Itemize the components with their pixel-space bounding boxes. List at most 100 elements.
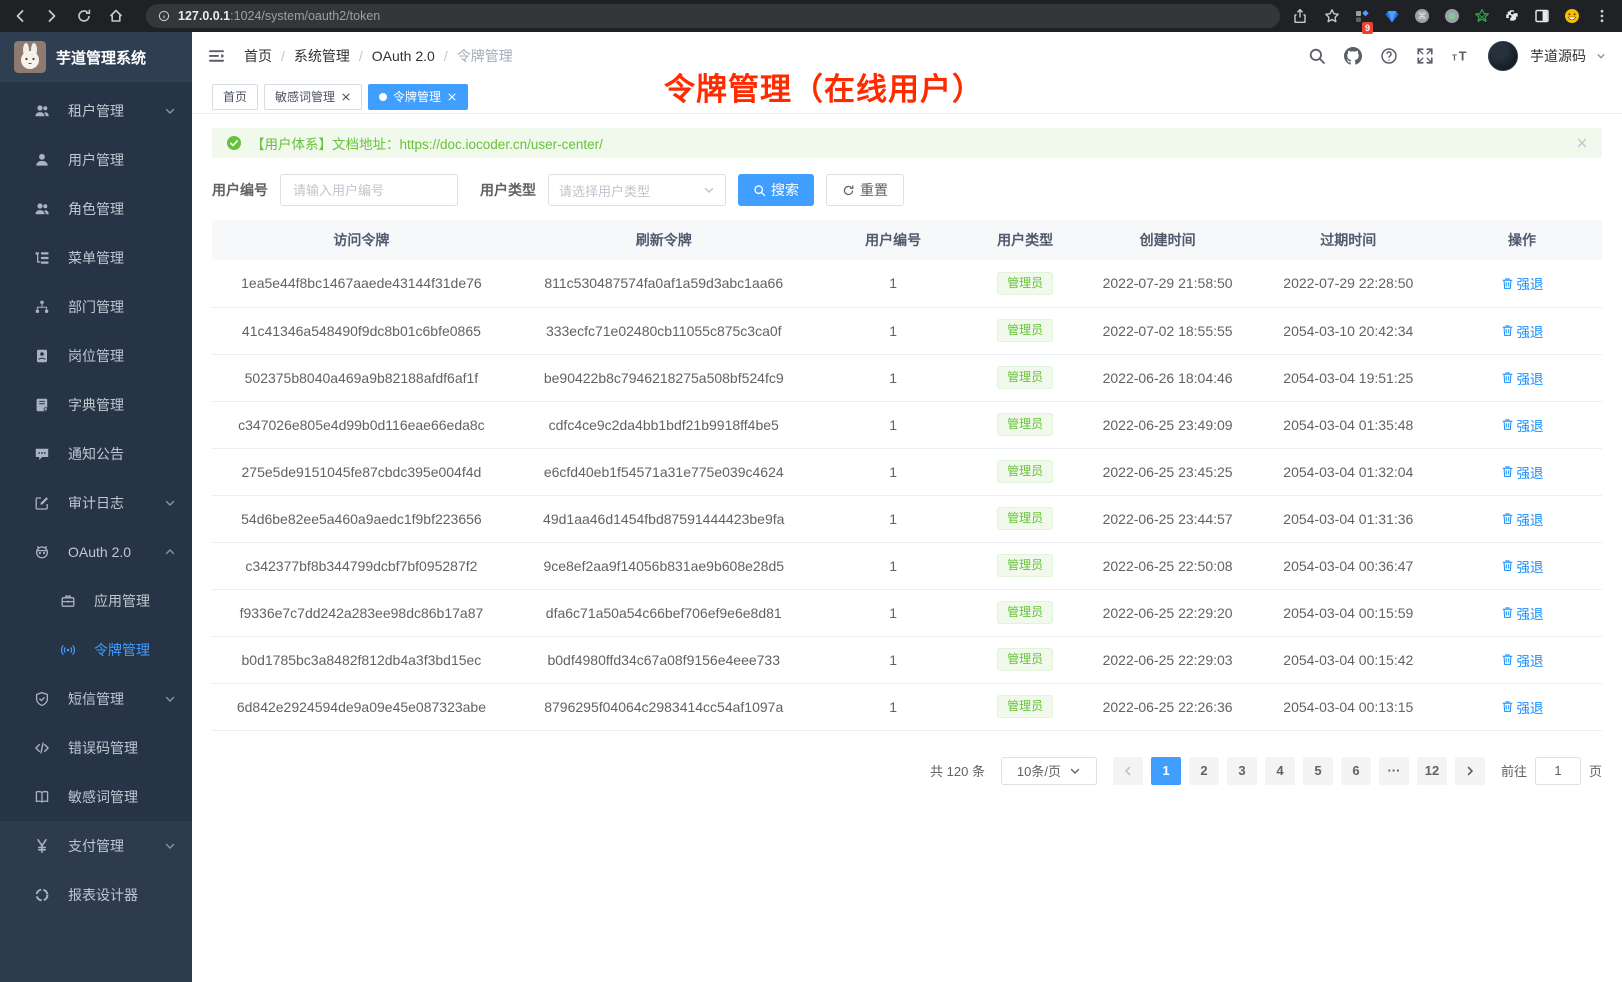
collapse-sidebar-icon[interactable] <box>208 47 226 65</box>
sidebar-item[interactable]: 岗位管理 <box>0 331 192 380</box>
user-avatar[interactable] <box>1488 41 1518 71</box>
page-number-button[interactable]: 5 <box>1302 756 1333 785</box>
tab[interactable]: 敏感词管理 <box>264 83 363 110</box>
puzzle-icon[interactable] <box>1504 8 1520 24</box>
sidebar-item[interactable]: 部门管理 <box>0 282 192 331</box>
sidebar-item[interactable]: 审计日志 <box>0 478 192 527</box>
trash-icon <box>1501 559 1514 572</box>
refresh-token-cell: b0df4980ffd34c67a08f9156e4eee733 <box>510 636 817 684</box>
gem-icon[interactable] <box>1384 8 1400 24</box>
caret-down-icon[interactable] <box>1596 51 1606 61</box>
reset-button[interactable]: 重置 <box>826 174 904 206</box>
sidebar-item[interactable]: 敏感词管理 <box>0 772 192 821</box>
close-icon[interactable] <box>447 92 457 102</box>
sidebar-item-label: 菜单管理 <box>68 249 124 266</box>
action-cell: 强退 <box>1442 354 1602 402</box>
page-number-button[interactable]: 12 <box>1416 756 1447 785</box>
alert-doc-link[interactable]: https://doc.iocoder.cn/user-center/ <box>399 137 603 152</box>
sidebar-item[interactable]: 字典管理 <box>0 380 192 429</box>
next-page-button[interactable] <box>1454 756 1485 785</box>
prev-page-button[interactable] <box>1112 756 1143 785</box>
force-logout-button[interactable]: 强退 <box>1501 415 1544 435</box>
breadcrumb-item[interactable]: 系统管理 <box>294 46 372 66</box>
sidebar-item[interactable]: 租户管理 <box>0 86 192 135</box>
page-number-button[interactable]: 3 <box>1226 756 1257 785</box>
info-icon[interactable] <box>158 10 170 22</box>
reload-icon[interactable] <box>76 8 92 24</box>
force-logout-button[interactable]: 强退 <box>1501 697 1544 717</box>
url-text: 127.0.0.1:1024/system/oauth2/token <box>178 9 380 23</box>
sidebar-item[interactable]: 通知公告 <box>0 429 192 478</box>
force-logout-label: 强退 <box>1516 653 1544 669</box>
page-number-button[interactable]: ··· <box>1378 756 1409 785</box>
page-number-button[interactable]: 1 <box>1150 756 1181 785</box>
sidebar-item[interactable]: 报表设计器 <box>0 870 192 919</box>
table-row: 6d842e2924594de9a09e45e087323abe 8796295… <box>212 683 1602 731</box>
trash-icon <box>1501 700 1514 713</box>
page-number-button[interactable]: 2 <box>1188 756 1219 785</box>
record-circle-icon[interactable] <box>1444 8 1460 24</box>
breadcrumb-item[interactable]: 令牌管理 <box>456 48 513 64</box>
kebab-menu-icon[interactable] <box>1594 8 1610 24</box>
forward-icon[interactable] <box>44 8 60 24</box>
chevron-down-icon <box>1069 765 1081 777</box>
close-icon[interactable] <box>341 92 351 102</box>
sidebar-item[interactable]: OAuth 2.0 <box>0 527 192 576</box>
check-circle-icon <box>226 135 242 151</box>
created-time-cell: 2022-06-25 22:26:36 <box>1080 683 1255 731</box>
force-logout-button[interactable]: 强退 <box>1501 368 1544 388</box>
tab[interactable]: 首页 <box>212 83 259 110</box>
sms-shield-icon <box>34 691 50 707</box>
search-icon[interactable] <box>1308 47 1326 65</box>
github-icon[interactable] <box>1344 47 1362 65</box>
alert-close-icon[interactable] <box>1576 137 1588 149</box>
command-circle-icon[interactable]: ⌘ <box>1414 8 1430 24</box>
trash-icon <box>1501 465 1514 478</box>
sidebar-item-label: OAuth 2.0 <box>68 543 132 560</box>
refresh-token-cell: dfa6c71a50a54c66bef706ef9e6e8d81 <box>510 589 817 637</box>
smiley-icon[interactable] <box>1564 8 1580 24</box>
table-row: f9336e7c7dd242a283ee98dc86b17a87 dfa6c71… <box>212 589 1602 637</box>
star-icon[interactable] <box>1324 8 1340 24</box>
sidebar-item[interactable]: 用户管理 <box>0 135 192 184</box>
help-icon[interactable] <box>1380 47 1398 65</box>
force-logout-button[interactable]: 强退 <box>1501 321 1544 341</box>
force-logout-button[interactable]: 强退 <box>1501 603 1544 623</box>
breadcrumb-item[interactable]: OAuth 2.0 <box>372 48 457 64</box>
fullscreen-icon[interactable] <box>1416 47 1434 65</box>
panel-icon[interactable] <box>1534 8 1550 24</box>
sidebar-item[interactable]: 短信管理 <box>0 674 192 723</box>
breadcrumb-item[interactable]: 首页 <box>244 46 294 66</box>
user-type-select[interactable]: 请选择用户类型 <box>548 174 726 206</box>
extension-blocks-icon[interactable] <box>1354 8 1370 24</box>
goto-page-input[interactable] <box>1534 756 1581 785</box>
force-logout-button[interactable]: 强退 <box>1501 556 1544 576</box>
force-logout-button[interactable]: 强退 <box>1501 650 1544 670</box>
sidebar-item[interactable]: 支付管理 <box>0 821 192 870</box>
page-size-select[interactable]: 10条/页 <box>1000 756 1097 785</box>
force-logout-button[interactable]: 强退 <box>1501 509 1544 529</box>
access-token-cell: 502375b8040a469a9b82188afdf6af1f <box>212 354 511 402</box>
sidebar-item[interactable]: 菜单管理 <box>0 233 192 282</box>
tab[interactable]: 令牌管理 <box>368 83 469 110</box>
green-star-icon[interactable] <box>1474 8 1490 24</box>
sidebar-item[interactable]: 应用管理 <box>0 576 192 625</box>
sidebar-item[interactable]: 角色管理 <box>0 184 192 233</box>
user-id-input[interactable] <box>280 174 458 206</box>
force-logout-button[interactable]: 强退 <box>1501 273 1544 293</box>
share-icon[interactable] <box>1292 8 1308 24</box>
page-number-button[interactable]: 6 <box>1340 756 1371 785</box>
sidebar-item[interactable]: 错误码管理 <box>0 723 192 772</box>
page-number-button[interactable]: 4 <box>1264 756 1295 785</box>
username[interactable]: 芋道源码 <box>1530 48 1586 64</box>
expire-time-cell: 2022-07-29 22:28:50 <box>1254 260 1443 308</box>
sidebar-item-label: 报表设计器 <box>68 886 138 903</box>
force-logout-button[interactable]: 强退 <box>1501 462 1544 482</box>
search-button[interactable]: 搜索 <box>738 174 814 206</box>
sidebar-item[interactable]: 令牌管理 <box>0 625 192 674</box>
back-icon[interactable] <box>12 8 28 24</box>
home-icon[interactable] <box>108 8 124 24</box>
address-bar[interactable]: 127.0.0.1:1024/system/oauth2/token <box>146 4 1280 28</box>
sidebar-item-label: 字典管理 <box>68 396 124 413</box>
